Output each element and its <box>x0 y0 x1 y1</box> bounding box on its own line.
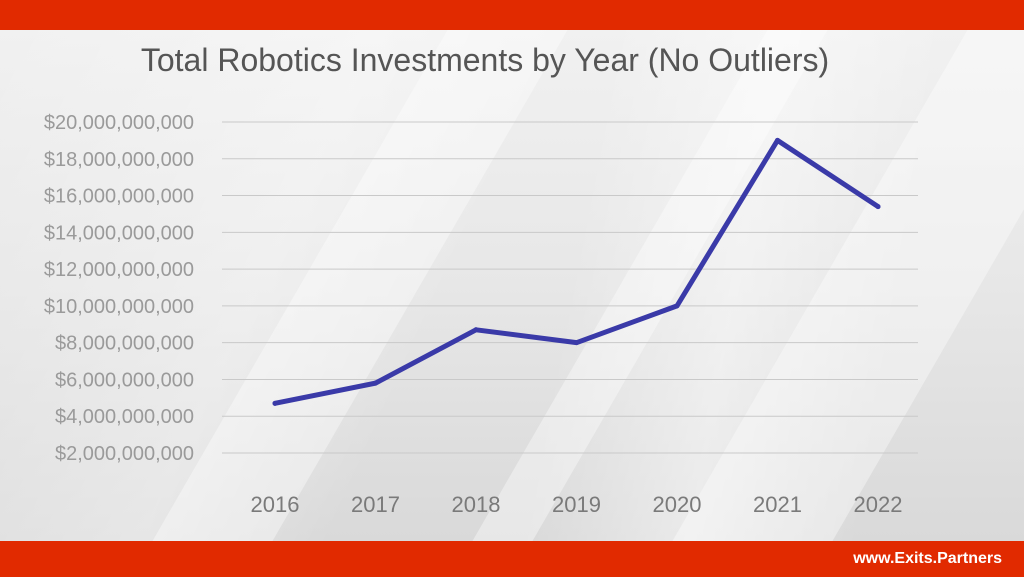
bottom-accent-bar: www.Exits.Partners <box>0 541 1024 577</box>
x-tick-label: 2021 <box>753 492 802 517</box>
top-accent-bar <box>0 0 1024 30</box>
chart-title: Total Robotics Investments by Year (No O… <box>140 42 830 78</box>
y-tick-label: $8,000,000,000 <box>55 333 194 355</box>
x-tick-label: 2017 <box>351 492 400 517</box>
data-point <box>272 400 278 406</box>
y-axis: $2,000,000,000 $4,000,000,000 $6,000,000,0… <box>44 112 194 465</box>
data-point <box>775 137 780 143</box>
x-tick-label: 2022 <box>854 492 903 517</box>
y-tick-label: $6,000,000,000 <box>55 369 194 391</box>
x-tick-label: 2019 <box>552 492 601 517</box>
y-tick-label: $2,000,000,000 <box>55 443 194 465</box>
footer-url[interactable]: www.Exits.Partners <box>853 550 1002 567</box>
series-group <box>272 137 881 406</box>
y-tick-label: $20,000,000,000 <box>44 112 194 134</box>
y-tick-label: $10,000,000,000 <box>44 296 194 318</box>
y-tick-label: $16,000,000,000 <box>44 186 194 208</box>
data-point <box>574 340 579 346</box>
chart-background <box>0 30 1024 541</box>
data-point <box>373 380 378 386</box>
data-point <box>473 327 479 333</box>
y-tick-label: $4,000,000,000 <box>55 406 194 428</box>
data-point <box>674 303 680 309</box>
y-tick-label: $14,000,000,000 <box>44 222 194 244</box>
y-tick-label: $12,000,000,000 <box>44 259 194 281</box>
data-point <box>875 204 881 210</box>
x-tick-label: 2020 <box>653 492 702 517</box>
x-tick-label: 2018 <box>452 492 501 517</box>
gridlines <box>222 121 918 454</box>
series-line <box>272 137 881 406</box>
x-axis: 2016 2017 2018 2019 2020 2021 2022 <box>251 492 903 517</box>
y-tick-label: $18,000,000,000 <box>44 149 194 171</box>
x-tick-label: 2016 <box>251 492 300 517</box>
